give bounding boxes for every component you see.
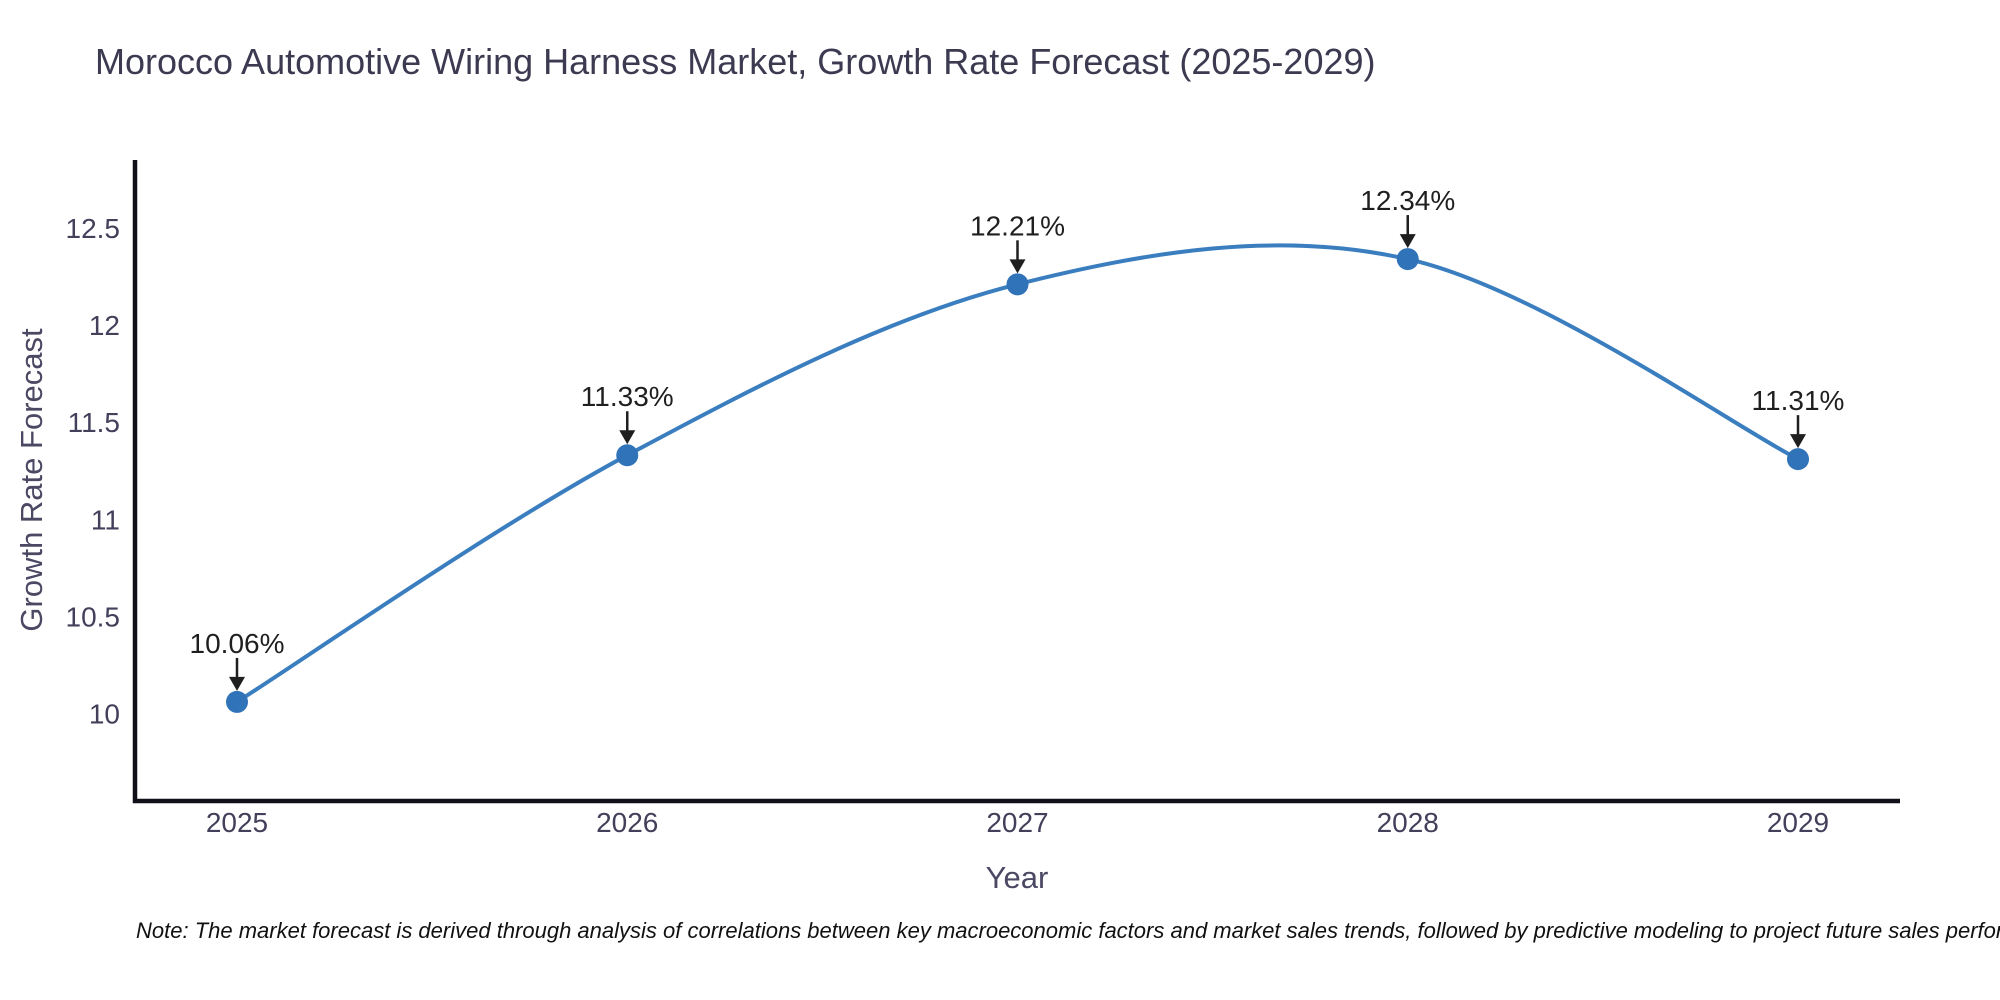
- data-point-2029[interactable]: [1787, 448, 1809, 471]
- point-annotation-label: 12.34%: [1360, 185, 1455, 216]
- point-annotation-label: 11.33%: [581, 381, 674, 412]
- point-annotation-label: 10.06%: [190, 628, 285, 659]
- data-point-2026[interactable]: [616, 444, 639, 467]
- trend-line: [235, 243, 1800, 704]
- y-tick-label: 10.5: [66, 601, 121, 632]
- data-point-2025[interactable]: [226, 690, 248, 713]
- annotation-arrowhead: [619, 430, 636, 445]
- y-tick-label: 11: [91, 504, 120, 535]
- x-tick-label: 2029: [1767, 807, 1829, 838]
- y-tick-label: 11.5: [68, 407, 120, 438]
- annotation-arrowhead: [1399, 234, 1416, 249]
- y-tick-label: 12: [89, 310, 120, 341]
- chart-title: Morocco Automotive Wiring Harness Market…: [95, 41, 1376, 82]
- point-annotation-label: 11.31%: [1752, 385, 1845, 416]
- point-annotation-label: 12.21%: [970, 210, 1065, 241]
- annotation-arrowhead: [229, 676, 245, 691]
- x-tick-label: 2025: [206, 807, 268, 838]
- footnote: Note: The market forecast is derived thr…: [136, 918, 2000, 943]
- annotation-arrowhead: [1009, 259, 1026, 274]
- x-tick-label: 2027: [986, 807, 1048, 838]
- axis-lines: [132, 160, 1900, 804]
- y-axis-title: Growth Rate Forecast: [14, 328, 49, 632]
- x-tick-label: 2026: [596, 807, 658, 838]
- y-tick-label: 10: [89, 699, 120, 730]
- y-tick-label: 12.5: [66, 213, 121, 244]
- data-point-2028[interactable]: [1396, 248, 1419, 271]
- x-axis-title: Year: [985, 860, 1049, 895]
- annotation-arrowhead: [1790, 434, 1806, 449]
- x-tick-label: 2028: [1377, 807, 1439, 838]
- data-point-2027[interactable]: [1006, 273, 1029, 296]
